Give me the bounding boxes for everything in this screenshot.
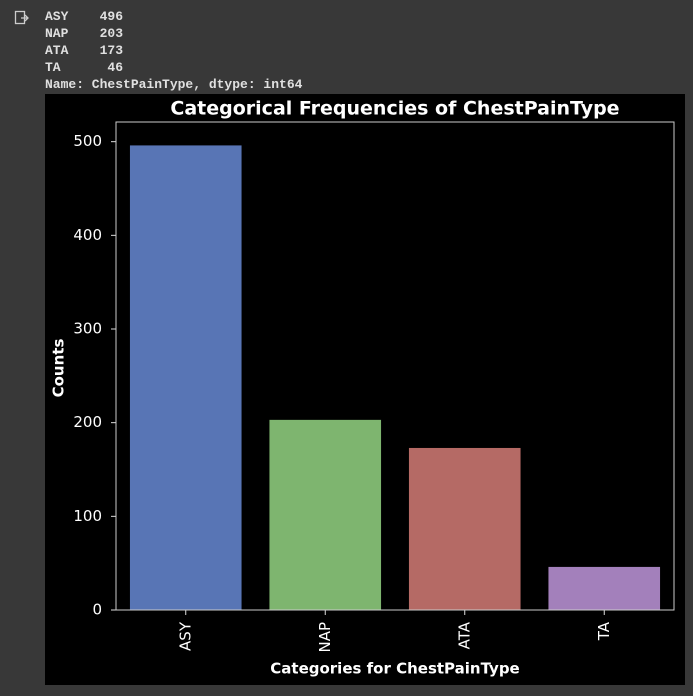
output-line: TA 46: [45, 60, 124, 75]
console-output: ASY 496 NAP 203 ATA 173 TA 46 Name: ChestPai…: [45, 8, 302, 93]
y-tick-label: 0: [92, 601, 102, 619]
chart: Categorical Frequencies of ChestPainType…: [45, 94, 685, 685]
output-line: ATA 173: [45, 43, 124, 58]
output-icon[interactable]: [14, 10, 30, 26]
x-axis-label: Categories for ChestPainType: [270, 660, 519, 678]
output-line: Name: ChestPainType, dtype: int64: [45, 77, 303, 92]
bar: [269, 419, 382, 610]
x-tick-label: TA: [595, 621, 613, 641]
output-line: NAP 203: [45, 26, 124, 41]
x-tick-label: ATA: [455, 621, 473, 649]
x-tick-label: ASY: [176, 621, 194, 651]
y-tick-label: 400: [73, 226, 102, 244]
plot-frame: [115, 121, 675, 611]
y-tick-label: 300: [73, 320, 102, 338]
output-line: ASY 496: [45, 9, 124, 24]
bar: [129, 145, 242, 610]
bar: [548, 566, 661, 610]
y-tick-label: 100: [73, 507, 102, 525]
y-axis-label: Counts: [50, 339, 68, 398]
chart-title: Categorical Frequencies of ChestPainType: [170, 98, 619, 120]
x-tick-label: NAP: [316, 622, 334, 653]
y-tick-label: 200: [73, 413, 102, 431]
y-tick-label: 500: [73, 132, 102, 150]
bar: [408, 447, 521, 610]
